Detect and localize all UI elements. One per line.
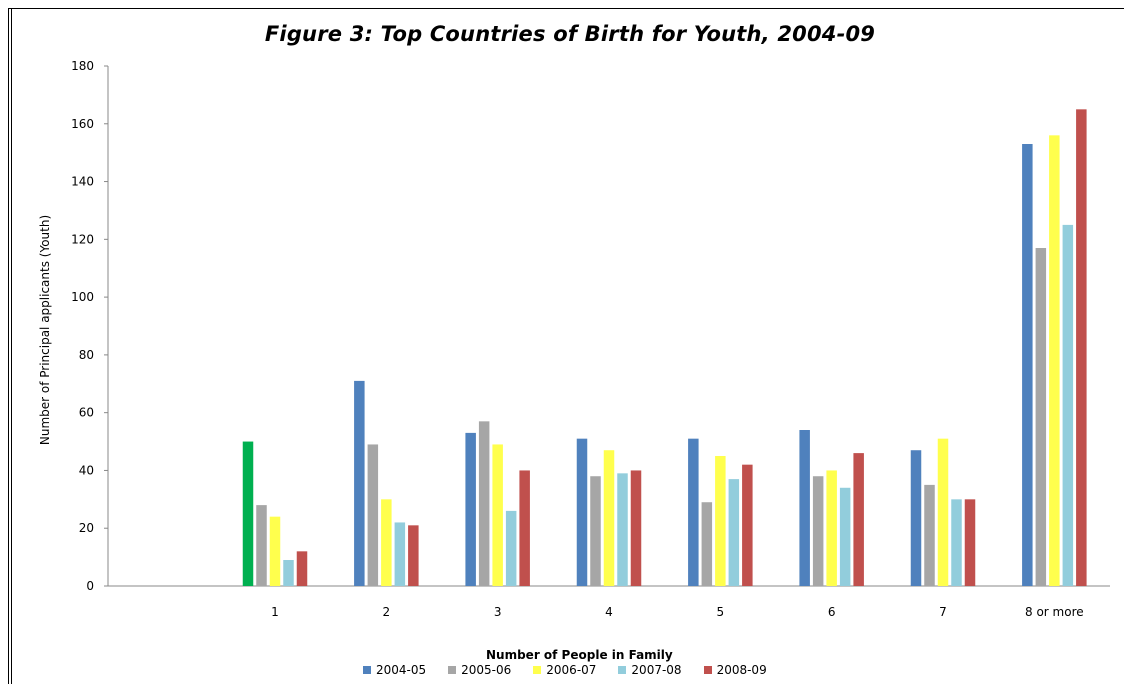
- bar: [242, 441, 254, 586]
- legend-label: 2004-05: [376, 663, 427, 677]
- y-tick-label: 160: [71, 117, 94, 131]
- frame-left-border-inner: [11, 8, 12, 684]
- frame-top-border: [8, 8, 1124, 9]
- bar: [505, 510, 517, 586]
- x-tick-label: 1: [271, 605, 279, 619]
- legend-swatch: [363, 666, 371, 674]
- chart-bars: [242, 109, 1087, 587]
- bar: [839, 487, 851, 586]
- bar: [283, 560, 294, 586]
- legend-label: 2006-07: [546, 663, 597, 677]
- legend-swatch: [533, 666, 542, 674]
- bar: [519, 470, 530, 586]
- bar: [381, 499, 392, 586]
- chart-legend: 2004-05 2005-06 2006-07 2007-08 2008-09: [363, 663, 789, 677]
- bar: [630, 470, 642, 586]
- y-tick-label: 100: [71, 290, 94, 304]
- bar: [617, 473, 628, 586]
- legend-label: 2007-08: [631, 663, 682, 677]
- legend-swatch: [703, 666, 712, 674]
- bar: [465, 432, 476, 586]
- y-tick-label: 60: [79, 406, 94, 420]
- bar: [715, 456, 726, 586]
- legend-item: 2007-08: [618, 663, 682, 677]
- bar: [269, 516, 281, 586]
- x-tick-label: 6: [828, 605, 836, 619]
- x-tick-label: 8 or more: [1025, 605, 1084, 619]
- legend-label: 2008-09: [716, 663, 767, 677]
- legend-item: 2005-06: [448, 663, 511, 677]
- bar: [367, 444, 379, 586]
- bar: [812, 476, 824, 586]
- y-tick-label: 180: [71, 59, 94, 73]
- legend-item: 2004-05: [363, 663, 426, 677]
- bar: [924, 484, 935, 586]
- bar: [603, 450, 615, 586]
- legend-item: 2006-07: [533, 663, 596, 677]
- bar: [1022, 144, 1033, 586]
- y-tick-label: 0: [86, 579, 94, 593]
- frame-left-border: [8, 8, 9, 684]
- legend-item: 2008-09: [703, 663, 767, 677]
- bar: [394, 522, 406, 586]
- x-axis-label: Number of People in Family: [486, 648, 673, 662]
- bar: [853, 453, 864, 586]
- y-axis-ticks: 0 20 40 60 80 100 120 140 160 180: [71, 59, 108, 593]
- bar: [354, 380, 365, 586]
- bar: [492, 444, 503, 586]
- legend-swatch: [618, 666, 627, 674]
- bar: [256, 505, 267, 586]
- bar: [701, 502, 713, 586]
- bar: [742, 464, 753, 586]
- y-tick-label: 120: [71, 232, 94, 246]
- legend-swatch: [448, 666, 457, 674]
- bar: [478, 421, 490, 586]
- x-tick-label: 7: [939, 605, 947, 619]
- bar: [1049, 135, 1060, 587]
- y-tick-label: 80: [79, 348, 94, 362]
- y-tick-label: 40: [79, 463, 94, 477]
- x-tick-label: 5: [717, 605, 725, 619]
- bar: [951, 499, 962, 586]
- x-tick-label: 2: [383, 605, 391, 619]
- bar: [296, 551, 308, 586]
- bar: [937, 438, 949, 586]
- bar: [590, 476, 601, 586]
- x-tick-label: 3: [494, 605, 502, 619]
- chart-title: Figure 3: Top Countries of Birth for You…: [264, 22, 876, 46]
- bar: [408, 525, 419, 586]
- bar: [1076, 109, 1087, 586]
- bar: [1062, 224, 1074, 586]
- bar: [688, 438, 699, 586]
- bar: [964, 499, 976, 586]
- bar: [576, 438, 588, 586]
- bar: [1035, 248, 1047, 586]
- bar: [728, 479, 740, 586]
- bar: [826, 470, 837, 586]
- y-tick-label: 20: [79, 521, 94, 535]
- bar: [799, 430, 810, 586]
- y-tick-label: 140: [71, 175, 94, 189]
- x-tick-label: 4: [605, 605, 613, 619]
- legend-label: 2005-06: [461, 663, 512, 677]
- bar: [910, 450, 922, 586]
- x-axis-ticks: 1 2 3 4 5 6 7 8 or more: [271, 605, 1083, 619]
- y-axis-label: Number of Principal applicants (Youth): [38, 215, 52, 445]
